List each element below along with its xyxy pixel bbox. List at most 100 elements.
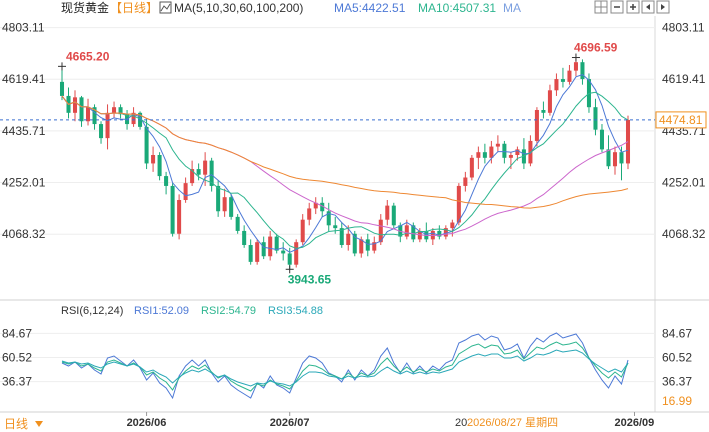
candle-body [112,107,117,113]
candle-body [131,112,136,125]
moving-averages [61,74,629,253]
candle-body [235,216,240,231]
price-tick-left: 4435.71 [2,124,46,138]
candle-body [164,176,169,186]
ma10-line [61,91,629,249]
left-arrow-icon[interactable] [641,0,655,14]
time-label: 2026/07 [270,417,310,429]
candle-body [372,242,377,251]
rsi-tick-left: 36.37 [2,375,32,389]
candle-body [59,81,65,96]
extreme-price-label: 4696.59 [574,41,618,55]
candle-body [391,205,396,226]
candle-body [612,152,618,167]
rsi1-value: RSI1:52.09 [134,305,189,317]
candle-body [216,185,221,212]
candle-body [547,90,552,113]
price-tick-left: 4252.01 [2,176,46,190]
rsi2-line [61,341,629,392]
candle-body [404,225,409,237]
candle-body [567,70,572,82]
candle-body [92,107,97,125]
candle-body [268,236,273,257]
candle-body [489,146,494,158]
crosshair-date-prefix: 20 [455,417,467,429]
candle-body [469,157,474,178]
price-tick-left: 4619.41 [2,72,46,86]
indicator-icon[interactable] [159,1,172,14]
ma-more-label: MA [503,1,521,15]
rsi-tick-left: 60.52 [2,350,32,364]
candle-body [502,143,507,158]
candle-body [294,242,299,265]
extreme-price-label: 3943.65 [288,272,332,286]
period-label[interactable]: 【日线】 [110,1,158,15]
candle-body [320,202,325,212]
plus-icon[interactable] [626,0,640,14]
candle-body [196,169,201,175]
candle-body [593,107,598,130]
candle-body [203,160,208,175]
candle-body [456,185,461,223]
ma10-value: MA10:4507.31 [418,1,496,15]
candle-body [482,152,487,158]
ma5-line [61,74,629,253]
period-button[interactable]: 日线 [4,417,28,431]
time-label: 2026/09 [615,417,655,429]
candle-body [385,205,390,220]
rsi-tick-left: 84.67 [2,326,32,340]
ma-params-label: MA(5,10,30,60,100,200) [174,1,303,15]
candle-body [326,211,331,226]
candle-body [274,236,279,251]
rsi-tick-right: 84.67 [662,326,692,340]
price-tick-right: 4803.11 [662,21,705,35]
candle-body [580,62,585,80]
candle-body [144,126,149,164]
candle-body [333,225,338,229]
price-tick-right: 4252.01 [662,176,706,190]
candle-body [105,112,110,139]
period-dropdown-icon[interactable] [35,421,43,427]
candle-body [534,110,539,141]
minus-icon[interactable] [610,0,624,14]
candle-body [313,202,318,209]
candle-body [242,230,247,245]
candle-body [560,79,565,82]
rsi-tick-right: 16.99 [662,394,692,408]
candle-body [378,219,383,243]
current-price-box [655,111,707,129]
price-tick-right: 4619.41 [662,72,706,86]
rsi-lines [61,332,629,400]
candle-body [515,149,520,155]
candle-body [190,169,195,184]
candle-body [476,152,481,158]
candle-body [300,219,305,243]
period-button-bg[interactable] [0,414,48,432]
grid-view-icon[interactable] [594,0,608,14]
extreme-price-label: 4665.20 [66,49,110,63]
time-label: 2026/06 [127,417,167,429]
candle-body [72,97,78,113]
candle-body [365,239,370,251]
candles-layer [59,57,631,270]
candle-body [573,62,578,71]
right-arrow-icon[interactable] [656,0,670,14]
rsi-tick-right: 60.52 [662,350,692,364]
candle-body [495,143,500,147]
candle-body [183,183,188,200]
instrument-name: 现货黄金 [61,0,109,15]
candle-body [443,228,448,237]
candle-body [411,225,416,240]
candle-body [359,239,364,254]
candle-body [118,107,123,115]
rsi2-value: RSI2:54.79 [201,305,256,317]
candle-body [437,230,442,237]
crosshair-date-label: 2026/08/27 星期四 [467,416,558,429]
ma5-value: MA5:4422.51 [334,1,406,15]
candle-body [222,197,227,212]
candle-body [339,228,344,245]
candle-body [281,250,286,254]
candle-body [157,155,162,177]
